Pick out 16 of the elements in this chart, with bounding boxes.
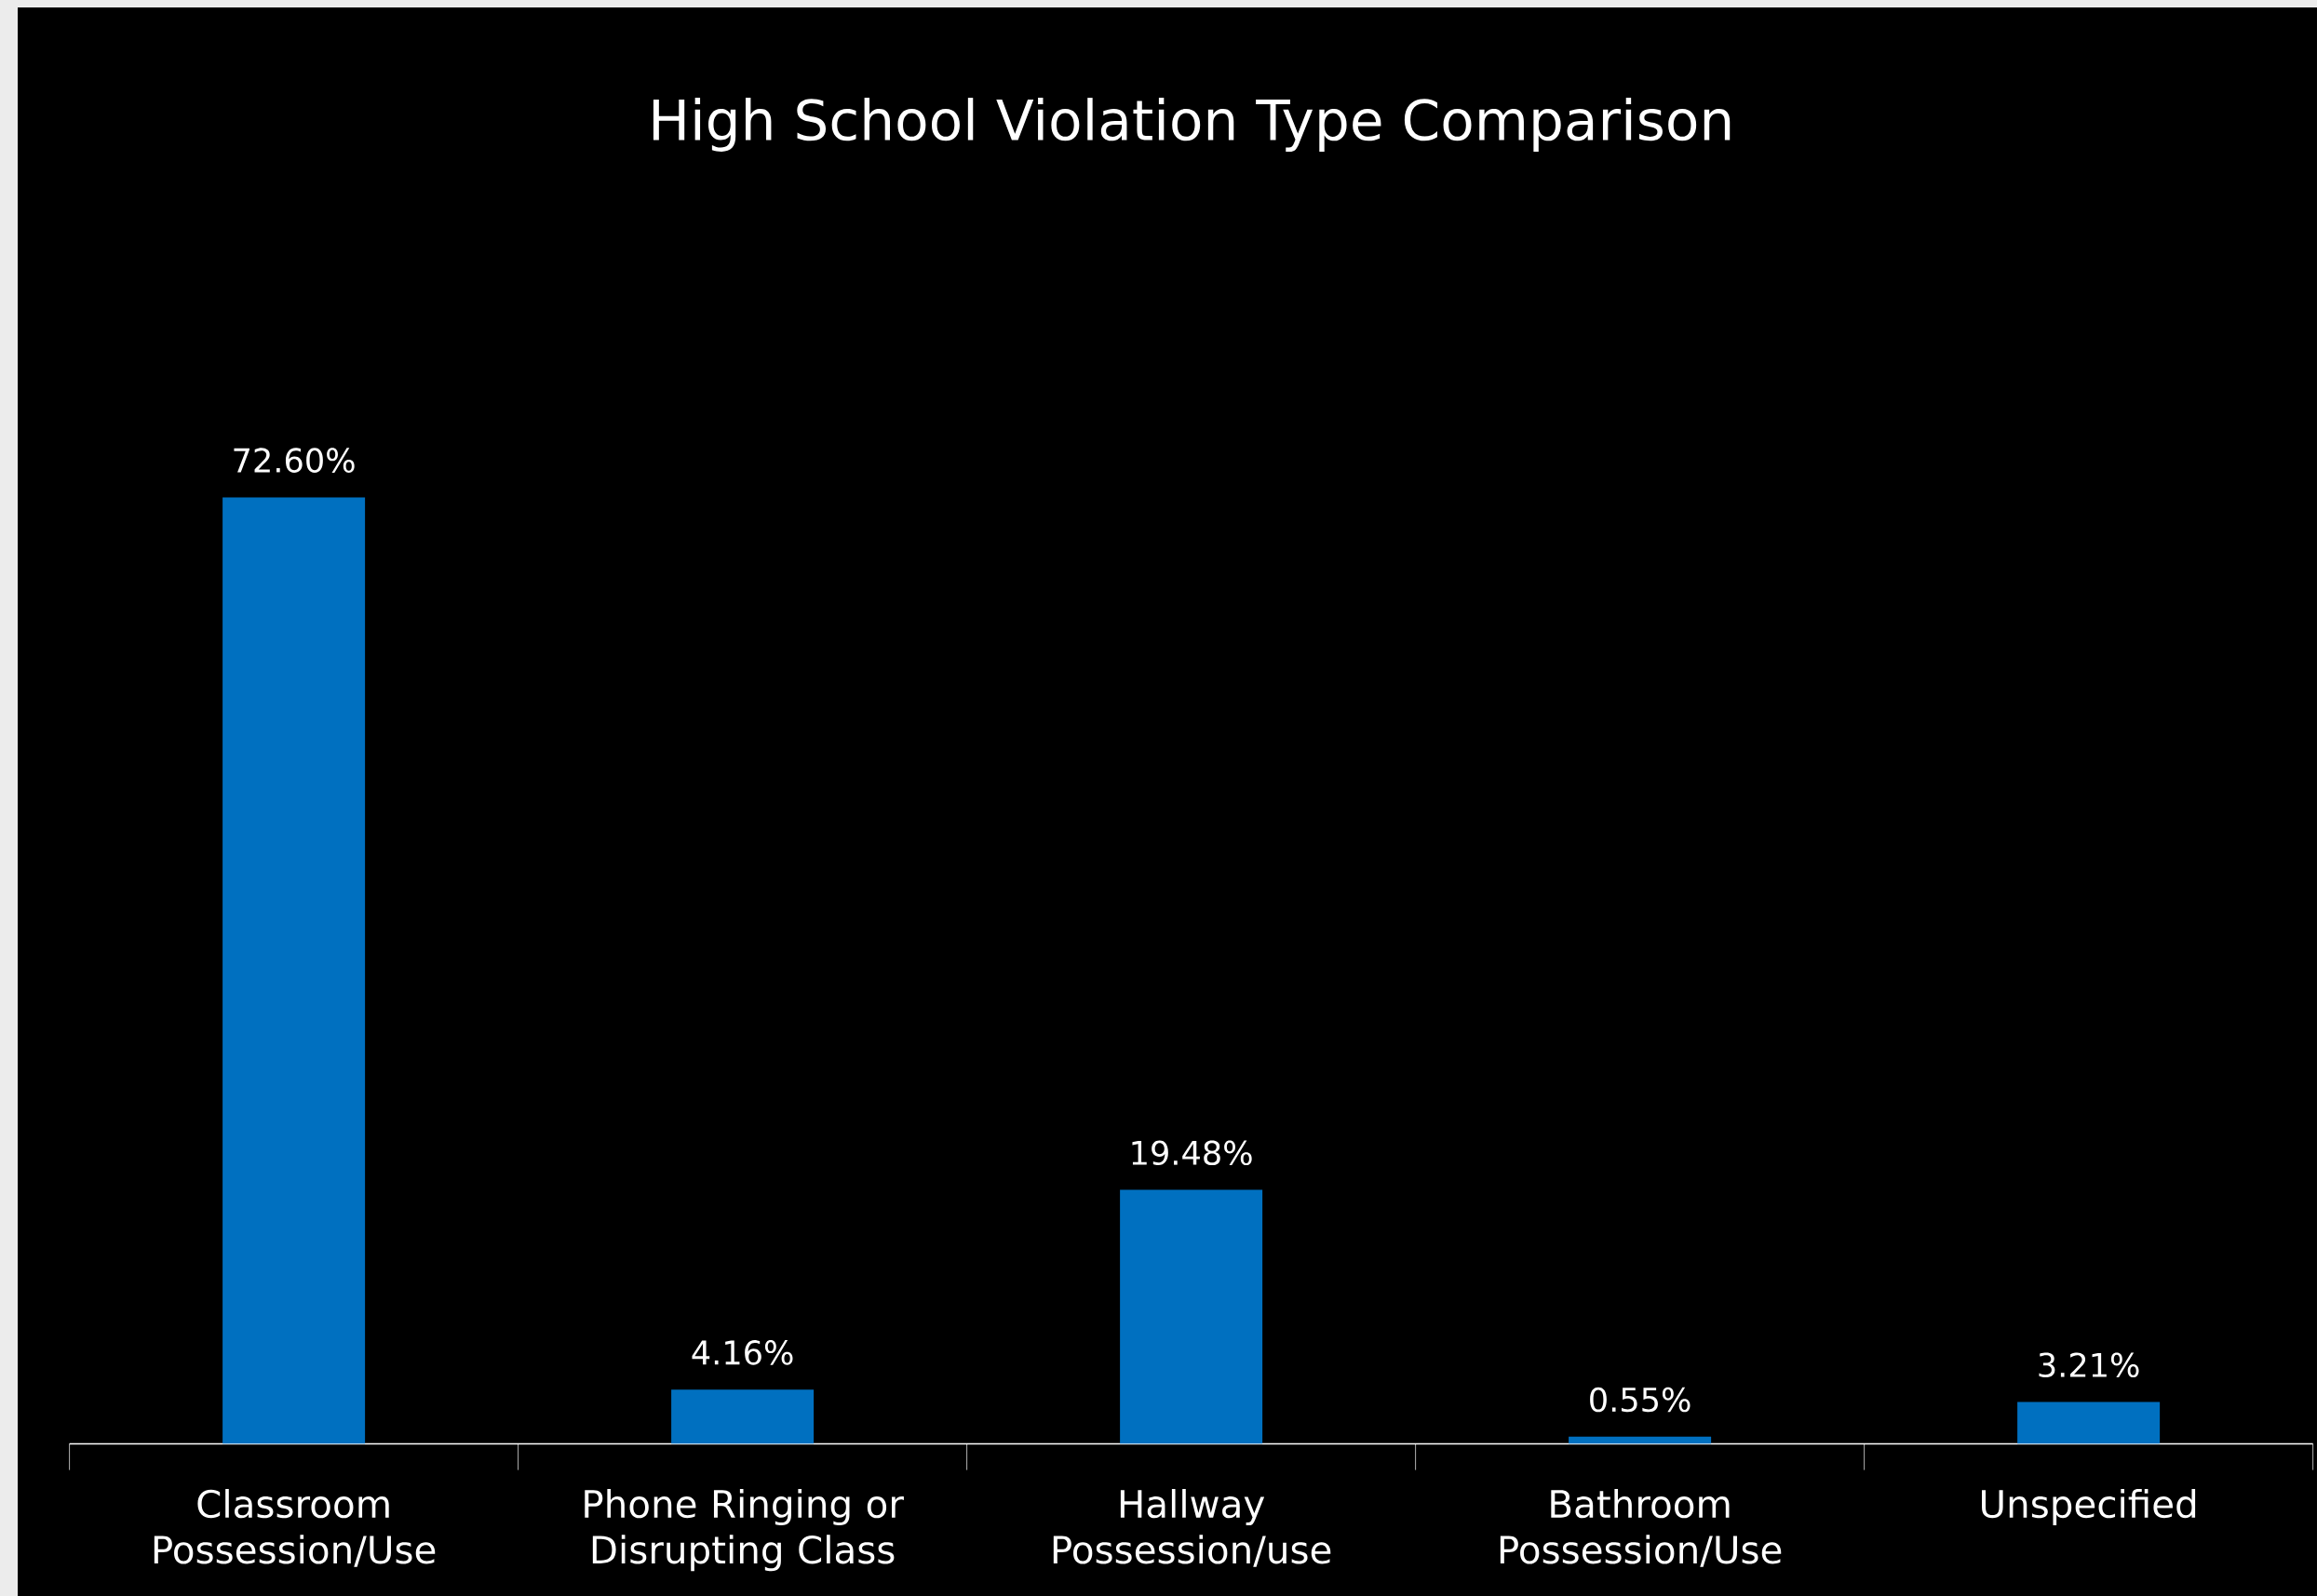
data-label: 72.60%	[234, 448, 355, 473]
data-label: 19.48%	[1132, 1140, 1252, 1166]
bar	[1120, 1189, 1263, 1444]
chart-title: High School Violation Type Comparison	[653, 98, 1731, 152]
x-tick-label: Phone Ringing or Disrupting Class	[585, 1489, 904, 1572]
x-tick-label: Classroom Possession/Use	[154, 1489, 436, 1567]
x-tick-label: Bathroom Possession/Use	[1500, 1489, 1782, 1567]
bar	[1569, 1436, 1712, 1444]
bar	[2017, 1402, 2161, 1444]
bar	[222, 497, 366, 1444]
x-tick-label: Unspecified	[1982, 1489, 2196, 1526]
x-tick-label: Hallway Possession/use	[1053, 1489, 1331, 1567]
bar	[671, 1389, 815, 1444]
data-label: 3.21%	[2039, 1352, 2139, 1378]
data-label: 0.55%	[1590, 1387, 1691, 1413]
data-label: 4.16%	[692, 1340, 793, 1365]
